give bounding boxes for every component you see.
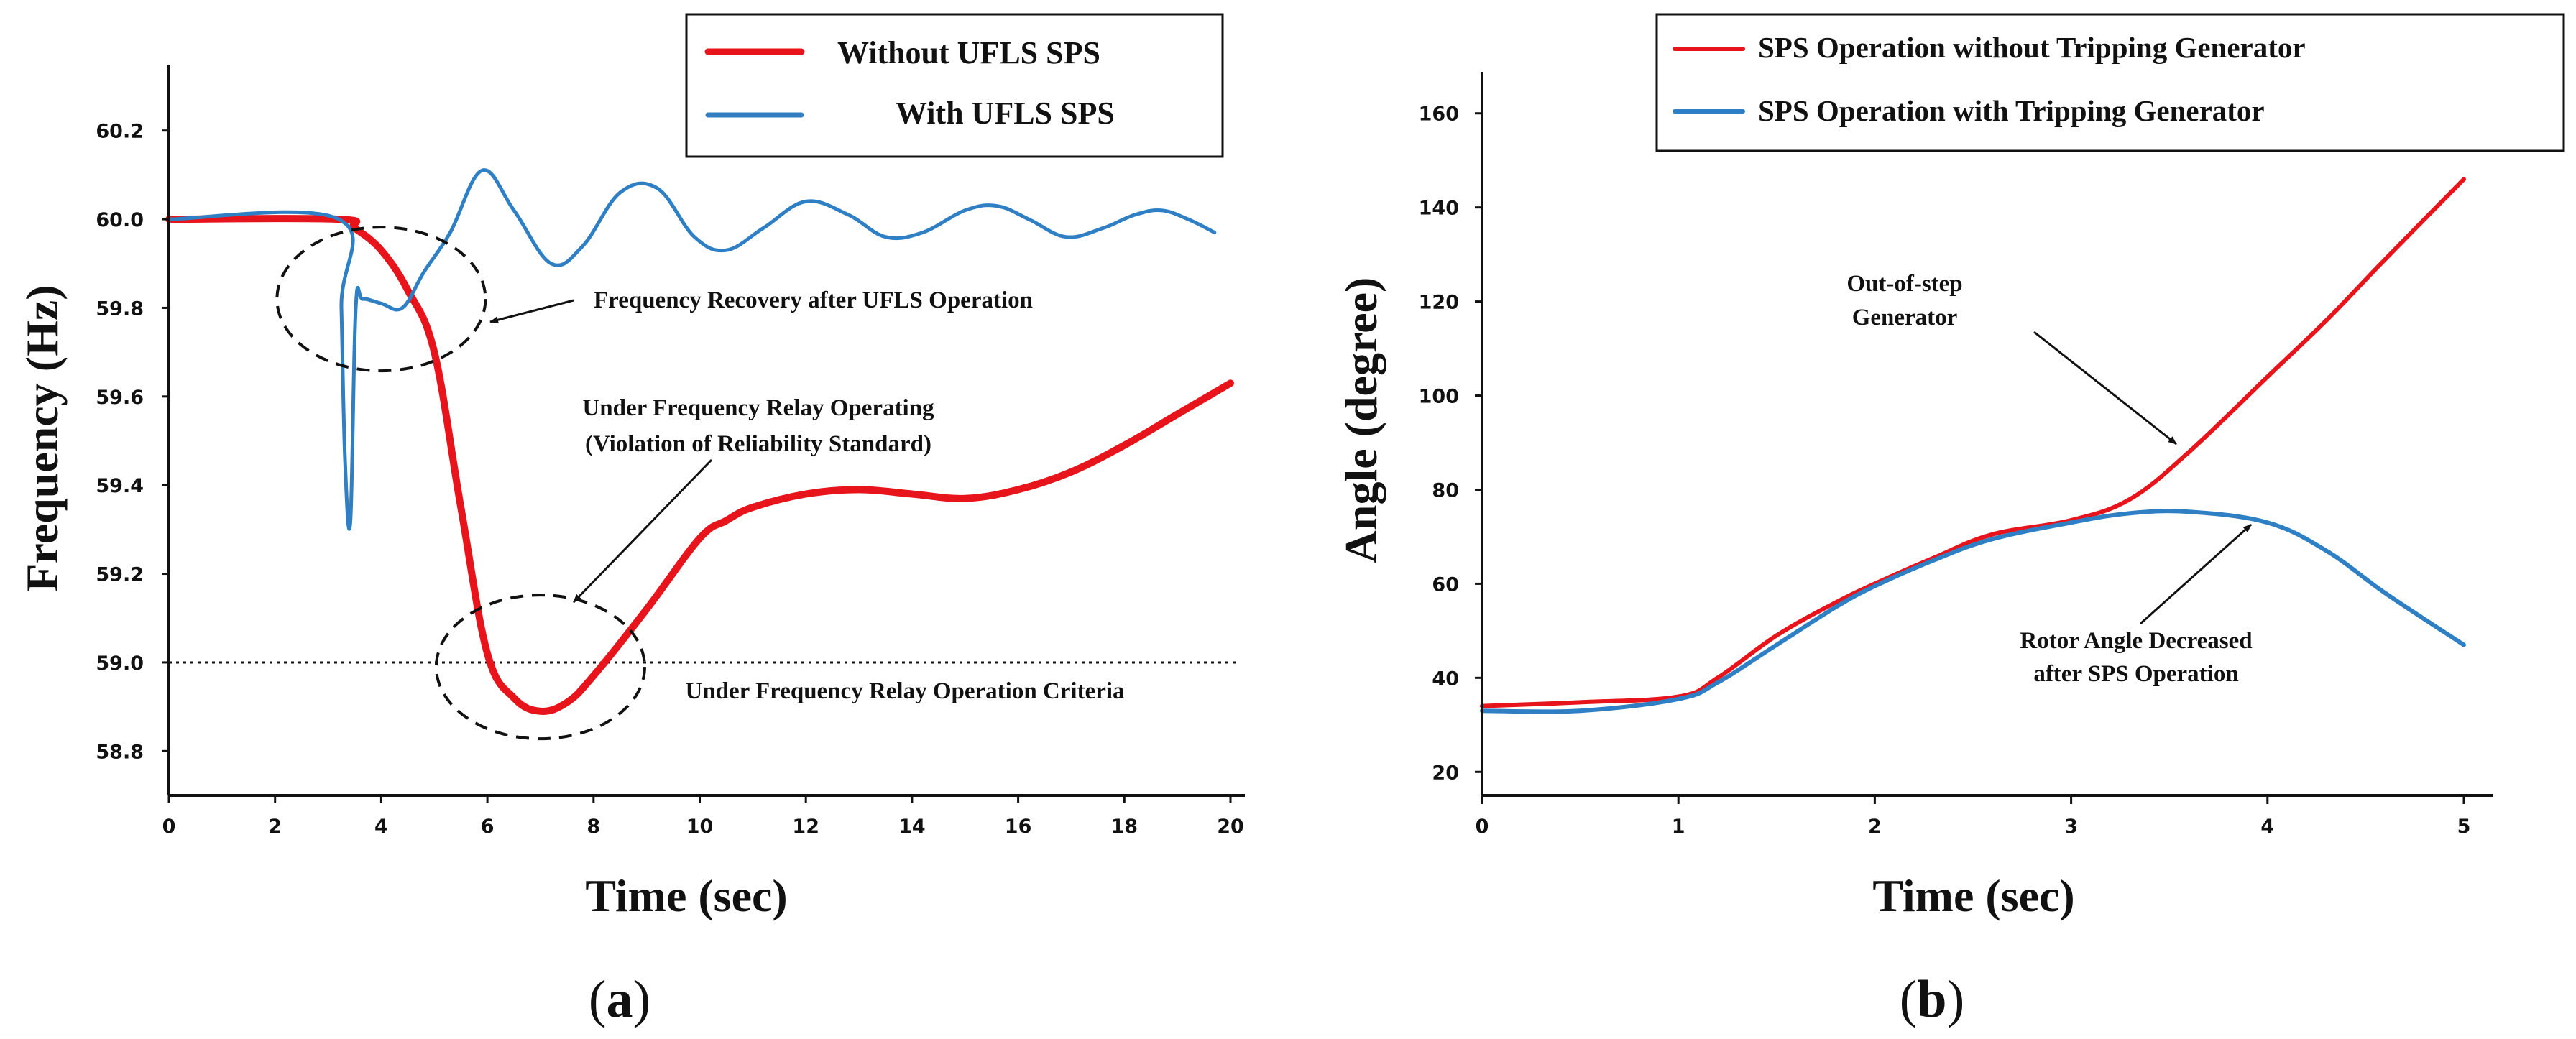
panel-a-axes: [167, 65, 1245, 797]
y-tick-label: 140: [1419, 198, 1459, 220]
x-tick-label: 18: [1111, 816, 1138, 838]
y-tick-label: 20: [1432, 762, 1459, 784]
x-tick-label: 2: [268, 816, 282, 838]
legend-label-with-tripping: SPS Operation with Tripping Generator: [1758, 94, 2265, 127]
x-tick-label: 10: [686, 816, 714, 838]
annotation-arrow-rotor-angle: [2139, 523, 2253, 625]
panel-b-caption-letter: b: [1917, 970, 1946, 1029]
panel-a-y-ticks: 60.2 60.0 59.8 59.6 59.4 59.2 59.0 58.8: [96, 121, 169, 763]
legend-label-without-tripping: SPS Operation without Tripping Generator: [1758, 31, 2306, 64]
legend-label-without-ufls: Without UFLS SPS: [837, 35, 1100, 70]
x-tick-label: 20: [1217, 816, 1244, 838]
panel-b-y-ticks: 20 40 60 80 100 120 140 160: [1419, 103, 1482, 784]
y-tick-label: 120: [1419, 292, 1459, 314]
y-tick-label: 100: [1419, 386, 1459, 408]
x-tick-label: 1: [1672, 816, 1685, 838]
y-tick-label: 59.4: [96, 475, 144, 497]
annotation-out-of-step-line2: Generator: [1852, 305, 1958, 331]
x-tick-label: 2: [1868, 816, 1882, 838]
panel-a-caption-letter: a: [607, 970, 633, 1029]
panel-a-legend: Without UFLS SPS With UFLS SPS: [685, 13, 1224, 158]
legend-box: [685, 13, 1224, 158]
annotation-frequency-recovery: Frequency Recovery after UFLS Operation: [594, 287, 1033, 313]
y-tick-label: 59.2: [96, 564, 144, 586]
x-tick-label: 8: [586, 816, 600, 838]
y-tick-label: 59.8: [96, 297, 144, 320]
annotation-arrow-out-of-step: [2033, 331, 2177, 445]
panel-b-caption: (b): [1900, 970, 1964, 1029]
panel-b-legend: SPS Operation without Tripping Generator…: [1655, 13, 2565, 152]
y-tick-label: 60: [1432, 573, 1459, 596]
panel-b-axes: [1481, 72, 2493, 797]
y-tick-label: 160: [1419, 103, 1459, 126]
panel-b-x-ticks: 0 1 2 3 4 5: [1476, 795, 2471, 838]
series-line-with-ufls: [167, 168, 1217, 531]
panel-a-x-axis-label: Time (sec): [585, 870, 787, 921]
panel-a-frequency-chart: Under Frequency Relay Operation Criteria…: [17, 13, 1245, 1029]
panel-a-series: [165, 168, 1234, 715]
y-tick-label: 60.2: [96, 121, 144, 143]
panel-b-x-axis-label: Time (sec): [1872, 870, 2074, 921]
y-tick-label: 40: [1432, 668, 1459, 690]
x-tick-label: 14: [898, 816, 926, 838]
x-tick-label: 0: [1476, 816, 1489, 838]
x-tick-label: 4: [374, 816, 388, 838]
x-tick-label: 4: [2260, 816, 2274, 838]
annotation-arrow-recovery: [489, 299, 574, 324]
panel-a-caption: (a): [589, 970, 650, 1029]
x-tick-label: 0: [162, 816, 176, 838]
x-tick-label: 16: [1005, 816, 1032, 838]
panel-a-x-ticks: 0 2 4 6 8 10 12 14 16 18 20: [162, 795, 1244, 838]
panel-b-y-axis-label: Angle (degree): [1335, 277, 1386, 564]
panel-a-y-axis-label: Frequency (Hz): [17, 285, 68, 591]
annotation-rotor-angle-line2: after SPS Operation: [2033, 661, 2238, 687]
highlight-ellipse-recovery: [275, 226, 487, 373]
series-line-without-ufls: [165, 215, 1234, 715]
series-line-with-tripping: [1480, 509, 2466, 714]
y-tick-label: 80: [1432, 479, 1459, 502]
y-tick-label: 59.6: [96, 387, 144, 409]
annotation-rotor-angle-line1: Rotor Angle Decreased: [2020, 628, 2252, 654]
y-tick-label: 60.0: [96, 209, 144, 231]
series-line-without-tripping: [1480, 177, 2466, 708]
reference-line-label: Under Frequency Relay Operation Criteria: [686, 678, 1125, 704]
y-tick-label: 59.0: [96, 652, 144, 675]
annotation-arrow-relay: [572, 458, 713, 604]
x-tick-label: 12: [792, 816, 819, 838]
legend-box: [1655, 13, 2565, 152]
x-tick-label: 5: [2457, 816, 2471, 838]
y-tick-label: 58.8: [96, 741, 144, 763]
legend-label-with-ufls: With UFLS SPS: [896, 96, 1115, 131]
annotation-relay-operating-line1: Under Frequency Relay Operating: [582, 395, 934, 421]
highlight-ellipse-minimum: [434, 594, 646, 741]
x-tick-label: 3: [2064, 816, 2078, 838]
annotation-out-of-step-line1: Out-of-step: [1846, 271, 1962, 297]
x-tick-label: 6: [481, 816, 494, 838]
annotation-relay-operating-line2: (Violation of Reliability Standard): [585, 431, 932, 457]
panel-b-series: [1480, 177, 2466, 714]
